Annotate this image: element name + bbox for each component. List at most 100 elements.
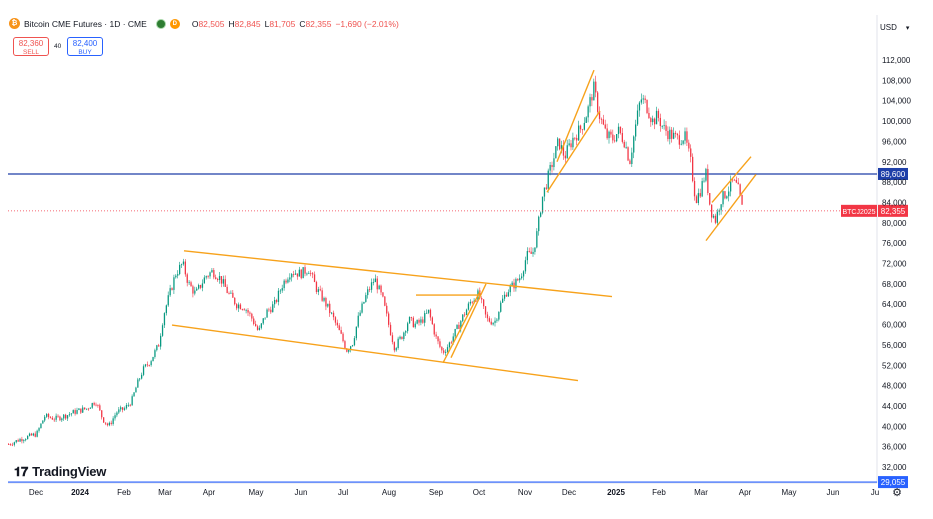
y-tick-label: 60,000 <box>882 321 907 330</box>
candle-body <box>108 422 110 426</box>
candle-body <box>277 290 280 302</box>
candle-body <box>294 273 297 275</box>
bitcoin-icon: ₿ <box>9 18 20 29</box>
candle-body <box>726 196 728 199</box>
candle-body <box>188 282 190 284</box>
candle-body <box>342 333 344 342</box>
candle-body <box>334 317 337 323</box>
candle-body <box>669 129 671 140</box>
candle-body <box>49 417 52 418</box>
candle-body <box>141 374 143 379</box>
candle-body <box>359 312 361 316</box>
candle-body <box>293 273 295 275</box>
candle-body <box>158 345 160 347</box>
candle-body <box>139 378 141 380</box>
currency-selector[interactable]: USD ▾ <box>880 23 909 32</box>
tradingview-logo[interactable]: 𝟏𝟕 TradingView <box>14 464 106 480</box>
candle-body <box>593 81 595 101</box>
horizontal-line-price-label: 89,600 <box>881 170 906 179</box>
candle-body <box>492 322 494 325</box>
candle-body <box>534 247 536 252</box>
y-tick-label: 52,000 <box>882 361 907 370</box>
symbol-title[interactable]: Bitcoin CME Futures · 1D · CME <box>24 18 147 29</box>
candle-body <box>239 304 242 310</box>
gear-icon[interactable]: ⚙ <box>892 487 902 499</box>
candle-body <box>541 196 544 213</box>
candle-body <box>519 278 521 281</box>
candle-body <box>633 136 635 153</box>
candle-body <box>648 113 650 119</box>
candle-body <box>488 318 490 322</box>
x-tick-label: Jul <box>338 488 348 497</box>
trendline <box>556 69 595 163</box>
y-tick-label: 112,000 <box>882 56 911 65</box>
candle-body <box>384 296 386 306</box>
candle-body <box>372 282 375 283</box>
candle-body <box>298 269 300 277</box>
candle-body <box>236 304 238 309</box>
candle-body <box>243 309 245 311</box>
candle-body <box>731 179 734 181</box>
candle-body <box>154 350 156 357</box>
ohlc-high-value: 82,845 <box>234 18 261 29</box>
candle-body <box>420 319 422 323</box>
candle-body <box>564 155 566 159</box>
candle-body <box>674 132 677 134</box>
candle-body <box>557 138 559 147</box>
candle-body <box>486 314 489 319</box>
candle-body <box>450 342 452 344</box>
candle-body <box>570 143 572 148</box>
candle-body <box>614 140 616 142</box>
candle-body <box>484 306 487 315</box>
candle-body <box>112 418 114 424</box>
candle-body <box>551 164 553 168</box>
candle-body <box>500 302 502 312</box>
candle-body <box>84 407 86 410</box>
candle-body <box>46 413 48 417</box>
candle-body <box>597 92 599 112</box>
candle-body <box>258 327 261 330</box>
candle-body <box>714 215 717 223</box>
candle-body <box>171 288 173 290</box>
candle-body <box>435 334 437 337</box>
candle-body <box>253 318 255 324</box>
candle-body <box>249 312 251 314</box>
candle-body <box>161 325 164 336</box>
symbol-legend[interactable]: ₿ Bitcoin CME Futures · 1D · CME D O 82,5… <box>9 18 399 29</box>
candle-body <box>232 292 234 298</box>
candle-body <box>386 305 388 314</box>
candle-body <box>32 433 34 436</box>
candle-body <box>304 267 306 274</box>
candle-body <box>196 288 198 291</box>
y-tick-label: 76,000 <box>882 239 907 248</box>
candle-body <box>581 129 584 131</box>
candle-body <box>699 193 701 197</box>
candle-body <box>591 97 593 101</box>
candle-body <box>682 140 684 144</box>
candle-body <box>695 196 698 203</box>
candle-body <box>532 251 534 254</box>
candle-body <box>266 309 268 318</box>
candle-body <box>122 407 124 410</box>
candle-body <box>716 211 718 223</box>
candle-body <box>505 294 508 297</box>
sell-button[interactable]: 82,360 SELL <box>13 37 49 56</box>
trendline <box>711 156 752 203</box>
candle-body <box>589 97 591 107</box>
candle-body <box>441 346 443 351</box>
candle-body <box>724 191 726 199</box>
buy-button[interactable]: 82,400 BUY <box>67 37 103 56</box>
candle-body <box>572 137 574 148</box>
candle-body <box>690 148 692 157</box>
candle-body <box>237 304 240 309</box>
candle-body <box>312 273 314 275</box>
candle-body <box>623 141 625 148</box>
last-price-tag <box>878 204 908 217</box>
candle-body <box>319 289 321 291</box>
candle-body <box>222 279 224 284</box>
symbol-tag-label: BTCJ2025 <box>842 209 875 216</box>
candle-body <box>553 158 555 168</box>
candle-body <box>338 325 340 331</box>
